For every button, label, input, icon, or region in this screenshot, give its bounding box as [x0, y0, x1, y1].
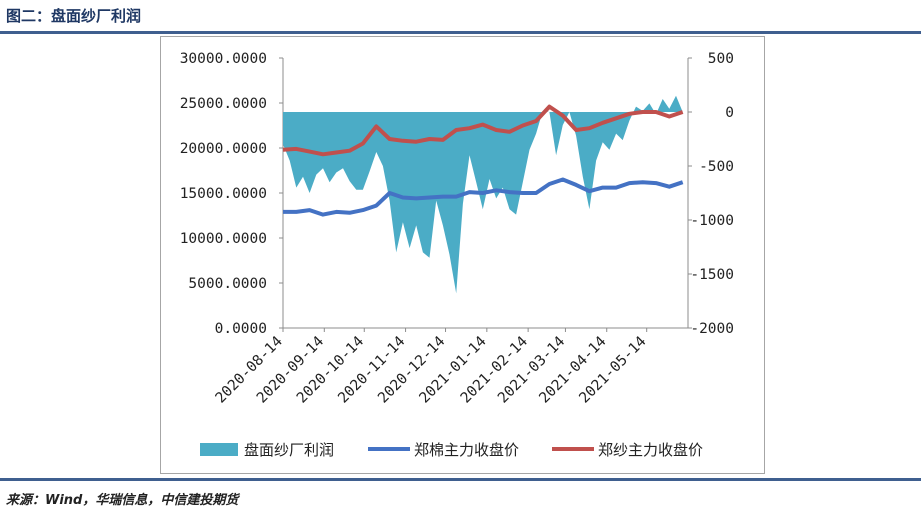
- left-tick-label: 5000.0000: [188, 276, 267, 292]
- chart-canvas: 0.0000 5000.0000 10000.0000 15000.0000 20000…: [180, 51, 734, 459]
- yarn-price-line: [282, 104, 684, 157]
- left-tick-label: 15000.0000: [180, 186, 267, 202]
- legend: 盘面纱厂利润 郑棉主力收盘价 郑纱主力收盘价: [200, 441, 703, 459]
- right-tick-label: 500: [708, 51, 734, 67]
- plot-area: [282, 58, 689, 329]
- right-tick-label: 0: [725, 105, 734, 121]
- legend-yarn-label: 郑纱主力收盘价: [598, 441, 703, 459]
- figure-title: 图二：盘面纱厂利润: [6, 7, 142, 25]
- right-tick-label: -1000: [690, 213, 734, 229]
- cotton-price-line: [283, 177, 684, 217]
- chart-frame: [160, 36, 765, 474]
- legend-profit-label: 盘面纱厂利润: [244, 441, 334, 459]
- legend-cotton-label: 郑棉主力收盘价: [414, 441, 519, 459]
- right-tick-label: -1500: [690, 267, 734, 283]
- x-axis-ticks: 2020-08-142020-09-142020-10-142020-11-14…: [213, 328, 650, 407]
- right-axis-ticks: -2000 -1500 -1000 -500 0 500: [688, 51, 734, 337]
- left-axis-ticks: 0.0000 5000.0000 10000.0000 15000.0000 20000…: [180, 51, 283, 337]
- left-tick-label: 10000.0000: [180, 231, 267, 247]
- legend-profit-swatch: [200, 443, 238, 456]
- right-tick-label: -2000: [690, 321, 734, 337]
- left-tick-label: 20000.0000: [180, 141, 267, 157]
- source-note: 来源：Wind，华瑞信息，中信建投期货: [6, 493, 239, 508]
- left-tick-label: 0.0000: [215, 321, 267, 337]
- right-tick-label: -500: [699, 159, 734, 175]
- left-tick-label: 25000.0000: [180, 96, 267, 112]
- top-divider: [0, 31, 921, 34]
- bottom-divider: [0, 478, 921, 481]
- left-tick-label: 30000.0000: [180, 51, 267, 67]
